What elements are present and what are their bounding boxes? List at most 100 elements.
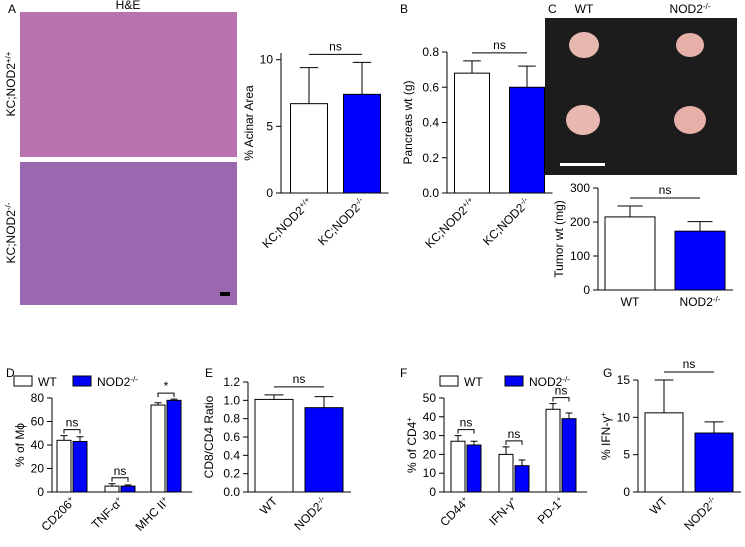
error-bar (454, 435, 462, 442)
y-axis-label-sup: + (405, 417, 414, 422)
error-bar (60, 435, 68, 441)
y-tick-label: 40 (31, 438, 45, 452)
y-tick-label: 0 (266, 186, 273, 200)
y-tick-label: 40 (423, 410, 437, 424)
photo-label-sup: -/- (703, 2, 711, 11)
significance-label: ns (293, 372, 306, 386)
legend-swatch (72, 375, 92, 387)
error-bar (549, 403, 557, 410)
bar (509, 86, 545, 194)
y-axis-label: CD8/CD4 Ratio (202, 395, 216, 478)
significance-label: ns (508, 427, 521, 441)
significance-label: ns (460, 416, 473, 430)
y-tick-label: 0.2 (422, 151, 439, 165)
panel-letter: B (400, 2, 408, 16)
y-tick-label: 50 (423, 391, 437, 405)
scale-bar (560, 163, 605, 166)
x-tick-label: MHC II+ (132, 494, 172, 534)
y-tick-label: 0 (37, 485, 44, 499)
significance-label: ns (493, 38, 506, 52)
y-tick-label: 0.6 (422, 80, 439, 94)
x-tick-label: KC;NOD2+/+ (422, 195, 478, 251)
legend-swatch (439, 375, 459, 387)
error-bar (463, 60, 481, 74)
error-bar (76, 436, 84, 442)
y-tick-label: 10 (617, 410, 631, 424)
x-tick-label-base: KC;NOD2 (480, 200, 528, 248)
x-tick-label: KC;NOD2-/- (480, 195, 534, 249)
legend-label: NOD2-/- (529, 375, 570, 390)
significance-bracket (457, 429, 475, 434)
y-tick-label: 0.6 (223, 430, 240, 444)
x-tick-label: NOD2-/- (680, 295, 721, 310)
x-tick-label: NOD2-/- (681, 494, 720, 533)
error-bar (687, 221, 713, 232)
x-tick-label-sup: -/- (518, 195, 530, 207)
tumor (676, 33, 704, 57)
y-tick-label: 1.0 (223, 393, 240, 407)
x-tick-label-base: NOD2 (680, 295, 714, 309)
x-tick-label: WT (647, 494, 671, 518)
significance-label: ns (114, 464, 127, 478)
y-tick-label: 200 (570, 215, 590, 229)
bar (674, 230, 726, 291)
x-tick-label-sup: + (459, 494, 469, 504)
y-tick-label: 0.8 (422, 45, 439, 59)
row-label: KC;NOD2+/+ (4, 51, 19, 116)
photo-label-base: NOD2 (670, 2, 704, 16)
bar (694, 432, 734, 493)
x-tick-label-base: KC;NOD2 (422, 203, 470, 251)
panel-letter: G (603, 366, 612, 380)
error-bar (654, 379, 674, 413)
y-tick-label: 80 (31, 391, 45, 405)
bar (450, 440, 466, 493)
error-bar (565, 412, 573, 419)
significance-label: ns (66, 416, 79, 430)
y-axis-label: Pancreas wt (g) (401, 80, 415, 164)
error-bar (518, 65, 536, 88)
significance-bracket (63, 429, 81, 434)
x-tick-label-base: KC;NOD2 (315, 200, 363, 248)
panel-letter: C (548, 2, 557, 16)
y-tick-label: 15 (617, 373, 631, 387)
y-axis-label-sup: + (599, 412, 608, 417)
significance-label: ns (555, 384, 568, 398)
row-label-sup: -/- (4, 202, 13, 210)
x-tick-label-sup: -/- (705, 494, 717, 506)
legend-label-sup: -/- (130, 375, 138, 384)
y-axis-label: % of CD4+ (405, 417, 420, 473)
x-tick-label-sup: + (554, 494, 564, 504)
bar (56, 439, 72, 493)
x-tick-label: KC;NOD2+/+ (259, 195, 315, 251)
tumor (566, 105, 600, 135)
y-tick-label: 0.4 (422, 116, 439, 130)
panel-letter: F (400, 366, 407, 380)
x-tick-label-sup: -/- (713, 295, 721, 304)
error-bar (352, 61, 372, 95)
x-tick-label: IFN-γ+ (486, 494, 521, 529)
y-tick-label: 5 (623, 448, 630, 462)
significance-label: ns (659, 183, 672, 197)
significance-bracket (505, 440, 523, 445)
bar (150, 404, 166, 493)
bar (454, 72, 490, 194)
row-label-base: KC;NOD2 (4, 63, 18, 117)
legend-label-base: NOD2 (97, 375, 131, 389)
legend-swatch (13, 375, 33, 387)
significance-bracket (157, 392, 175, 398)
bar (498, 453, 514, 493)
panel-letter: E (205, 366, 213, 380)
bar (514, 465, 530, 493)
x-tick-label-sup: + (65, 494, 75, 504)
y-tick-label: 0.0 (223, 485, 240, 499)
error-bar (617, 205, 643, 217)
error-bar (154, 402, 162, 406)
row-label: KC;NOD2-/- (4, 202, 19, 263)
x-tick-label-sup: + (159, 494, 169, 504)
tumor (569, 32, 599, 58)
y-tick-label: 10 (423, 466, 437, 480)
x-tick-label-sup: + (113, 494, 123, 504)
y-tick-label: 60 (31, 415, 45, 429)
